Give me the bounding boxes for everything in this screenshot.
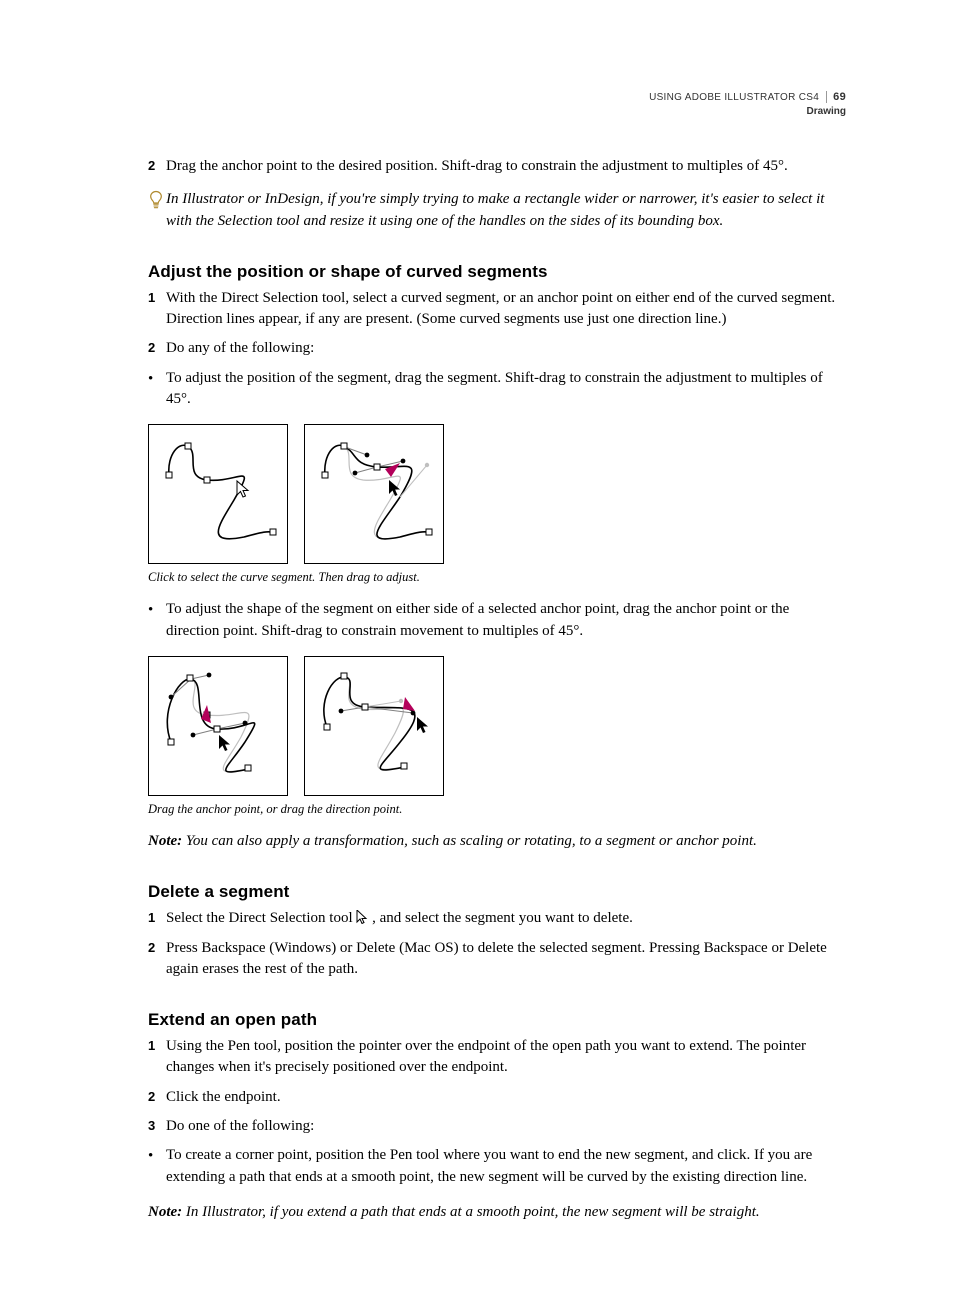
step: 1 With the Direct Selection tool, select… xyxy=(148,288,846,331)
page-number: 69 xyxy=(826,91,846,103)
running-head: USING ADOBE ILLUSTRATOR CS4 69 Drawing xyxy=(649,90,846,118)
step: 1 Select the Direct Selection tool , and… xyxy=(148,908,846,929)
step-number: 1 xyxy=(148,908,166,929)
step-text: Press Backspace (Windows) or Delete (Mac… xyxy=(166,938,846,981)
bullet: • To adjust the shape of the segment on … xyxy=(148,599,846,642)
heading-adjust: Adjust the position or shape of curved s… xyxy=(148,262,846,282)
note-label: Note: xyxy=(148,1204,182,1220)
bullet: • To adjust the position of the segment,… xyxy=(148,368,846,411)
figure-caption: Drag the anchor point, or drag the direc… xyxy=(148,802,846,817)
figure-row xyxy=(148,424,846,564)
figure-drag-direction xyxy=(304,656,444,796)
step: 2 Press Backspace (Windows) or Delete (M… xyxy=(148,938,846,981)
bullet-text: To adjust the position of the segment, d… xyxy=(166,368,846,411)
step: 2 Click the endpoint. xyxy=(148,1087,846,1108)
content: 2 Drag the anchor point to the desired p… xyxy=(148,90,846,1223)
bullet-marker: • xyxy=(148,599,166,642)
note-text: In Illustrator, if you extend a path tha… xyxy=(182,1204,759,1220)
doc-title: USING ADOBE ILLUSTRATOR CS4 xyxy=(649,92,819,103)
note: Note: In Illustrator, if you extend a pa… xyxy=(148,1202,846,1223)
step-text-part: Select the Direct Selection tool xyxy=(166,910,356,926)
bullet-text: To adjust the shape of the segment on ei… xyxy=(166,599,846,642)
figure-drag-anchor xyxy=(148,656,288,796)
running-head-line: USING ADOBE ILLUSTRATOR CS4 69 xyxy=(649,90,846,105)
tip: In Illustrator or InDesign, if you're si… xyxy=(148,189,846,232)
step-number: 2 xyxy=(148,1087,166,1108)
direct-selection-tool-icon xyxy=(356,910,368,924)
step-number: 2 xyxy=(148,338,166,359)
tip-text: In Illustrator or InDesign, if you're si… xyxy=(166,189,846,232)
bullet: • To create a corner point, position the… xyxy=(148,1145,846,1188)
figure-drag-segment xyxy=(304,424,444,564)
note: Note: You can also apply a transformatio… xyxy=(148,831,846,852)
step-text: Do any of the following: xyxy=(166,338,846,359)
step-number: 3 xyxy=(148,1116,166,1137)
bullet-text: To create a corner point, position the P… xyxy=(166,1145,846,1188)
figure-row xyxy=(148,656,846,796)
lightbulb-icon xyxy=(148,189,166,232)
step-text: Click the endpoint. xyxy=(166,1087,846,1108)
step-text: Using the Pen tool, position the pointer… xyxy=(166,1036,846,1079)
step-number: 2 xyxy=(148,938,166,981)
figure-caption: Click to select the curve segment. Then … xyxy=(148,570,846,585)
note-label: Note: xyxy=(148,833,182,849)
page: USING ADOBE ILLUSTRATOR CS4 69 Drawing 2… xyxy=(0,0,954,1297)
step-text: Select the Direct Selection tool , and s… xyxy=(166,908,846,929)
step-text-part: , and select the segment you want to del… xyxy=(372,910,633,926)
heading-extend: Extend an open path xyxy=(148,1010,846,1030)
heading-delete: Delete a segment xyxy=(148,882,846,902)
section-name: Drawing xyxy=(649,105,846,119)
step-number: 1 xyxy=(148,1036,166,1079)
step-number: 2 xyxy=(148,156,166,177)
step: 1 Using the Pen tool, position the point… xyxy=(148,1036,846,1079)
step: 2 Do any of the following: xyxy=(148,338,846,359)
bullet-marker: • xyxy=(148,1145,166,1188)
step: 3 Do one of the following: xyxy=(148,1116,846,1137)
step-number: 1 xyxy=(148,288,166,331)
step-text: Do one of the following: xyxy=(166,1116,846,1137)
figure-select-segment xyxy=(148,424,288,564)
step-text: With the Direct Selection tool, select a… xyxy=(166,288,846,331)
note-text: You can also apply a transformation, suc… xyxy=(182,833,757,849)
step: 2 Drag the anchor point to the desired p… xyxy=(148,156,846,177)
step-text: Drag the anchor point to the desired pos… xyxy=(166,156,846,177)
bullet-marker: • xyxy=(148,368,166,411)
